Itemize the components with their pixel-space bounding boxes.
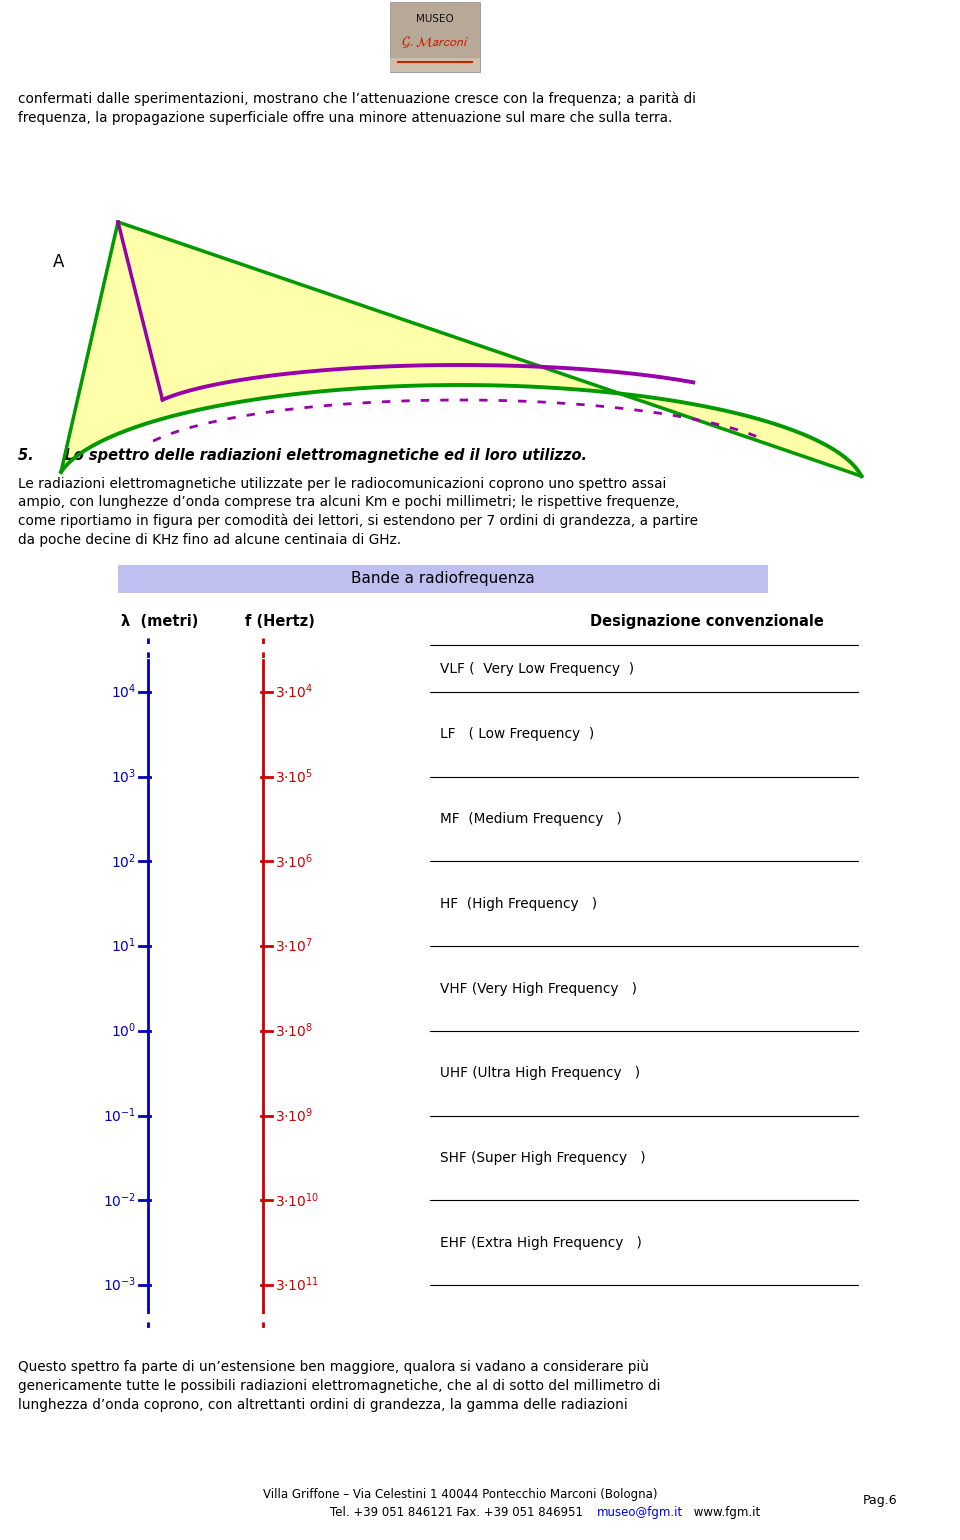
Text: 10$^{-3}$: 10$^{-3}$	[103, 1275, 136, 1294]
Text: museo@fgm.it: museo@fgm.it	[597, 1506, 684, 1518]
Text: VHF (Very High Frequency   ): VHF (Very High Frequency )	[440, 981, 637, 995]
Text: EHF (Extra High Frequency   ): EHF (Extra High Frequency )	[440, 1235, 642, 1249]
Text: 3·10$^{11}$: 3·10$^{11}$	[275, 1275, 319, 1294]
Polygon shape	[61, 222, 861, 476]
Text: 3·10$^9$: 3·10$^9$	[275, 1106, 313, 1124]
Text: 3·10$^6$: 3·10$^6$	[275, 852, 313, 870]
Text: f (Hertz): f (Hertz)	[245, 614, 315, 628]
Text: 5.      Lo spettro delle radiazioni elettromagnetiche ed il loro utilizzo.: 5. Lo spettro delle radiazioni elettroma…	[18, 448, 587, 464]
Text: 10$^2$: 10$^2$	[111, 852, 136, 870]
Text: MUSEO: MUSEO	[416, 14, 454, 25]
Text: λ  (metri): λ (metri)	[121, 614, 199, 628]
Text: Questo spettro fa parte di un’estensione ben maggiore, qualora si vadano a consi: Questo spettro fa parte di un’estensione…	[18, 1360, 660, 1412]
Text: A: A	[53, 253, 64, 271]
Text: 3·10$^8$: 3·10$^8$	[275, 1021, 313, 1040]
Text: 10$^0$: 10$^0$	[110, 1021, 136, 1040]
Text: 3·10$^{10}$: 3·10$^{10}$	[275, 1190, 320, 1209]
Text: Villa Griffone – Via Celestini 1 40044 Pontecchio Marconi (Bologna): Villa Griffone – Via Celestini 1 40044 P…	[263, 1488, 658, 1501]
Text: 10$^4$: 10$^4$	[110, 682, 136, 701]
Text: 10$^3$: 10$^3$	[110, 767, 136, 785]
Text: Bande a radiofrequenza: Bande a radiofrequenza	[351, 571, 535, 587]
Text: LF   ( Low Frequency  ): LF ( Low Frequency )	[440, 727, 594, 741]
Text: $\mathcal{G.Marconi}$: $\mathcal{G.Marconi}$	[401, 34, 468, 49]
FancyBboxPatch shape	[390, 2, 480, 72]
Text: Pag.6: Pag.6	[863, 1494, 898, 1508]
Text: 10$^{-2}$: 10$^{-2}$	[103, 1190, 136, 1209]
Text: Le radiazioni elettromagnetiche utilizzate per le radiocomunicazioni coprono uno: Le radiazioni elettromagnetiche utilizza…	[18, 477, 698, 547]
Text: 10$^{-1}$: 10$^{-1}$	[103, 1106, 136, 1124]
Text: 3·10$^4$: 3·10$^4$	[275, 682, 313, 701]
Text: www.fgm.it: www.fgm.it	[690, 1506, 760, 1518]
Text: confermati dalle sperimentazioni, mostrano che l’attenuazione cresce con la freq: confermati dalle sperimentazioni, mostra…	[18, 92, 696, 125]
Text: VLF (  Very Low Frequency  ): VLF ( Very Low Frequency )	[440, 662, 635, 676]
Text: Designazione convenzionale: Designazione convenzionale	[590, 614, 824, 628]
Text: HF  (High Frequency   ): HF (High Frequency )	[440, 896, 597, 910]
Text: MF  (Medium Frequency   ): MF (Medium Frequency )	[440, 812, 622, 825]
Text: 3·10$^5$: 3·10$^5$	[275, 767, 313, 785]
FancyBboxPatch shape	[390, 59, 480, 72]
FancyBboxPatch shape	[118, 565, 768, 593]
Text: Tel. +39 051 846121 Fax. +39 051 846951: Tel. +39 051 846121 Fax. +39 051 846951	[329, 1506, 590, 1518]
Text: 3·10$^7$: 3·10$^7$	[275, 936, 313, 955]
Text: UHF (Ultra High Frequency   ): UHF (Ultra High Frequency )	[440, 1066, 640, 1080]
Text: SHF (Super High Frequency   ): SHF (Super High Frequency )	[440, 1150, 646, 1164]
Text: 10$^1$: 10$^1$	[111, 936, 136, 955]
